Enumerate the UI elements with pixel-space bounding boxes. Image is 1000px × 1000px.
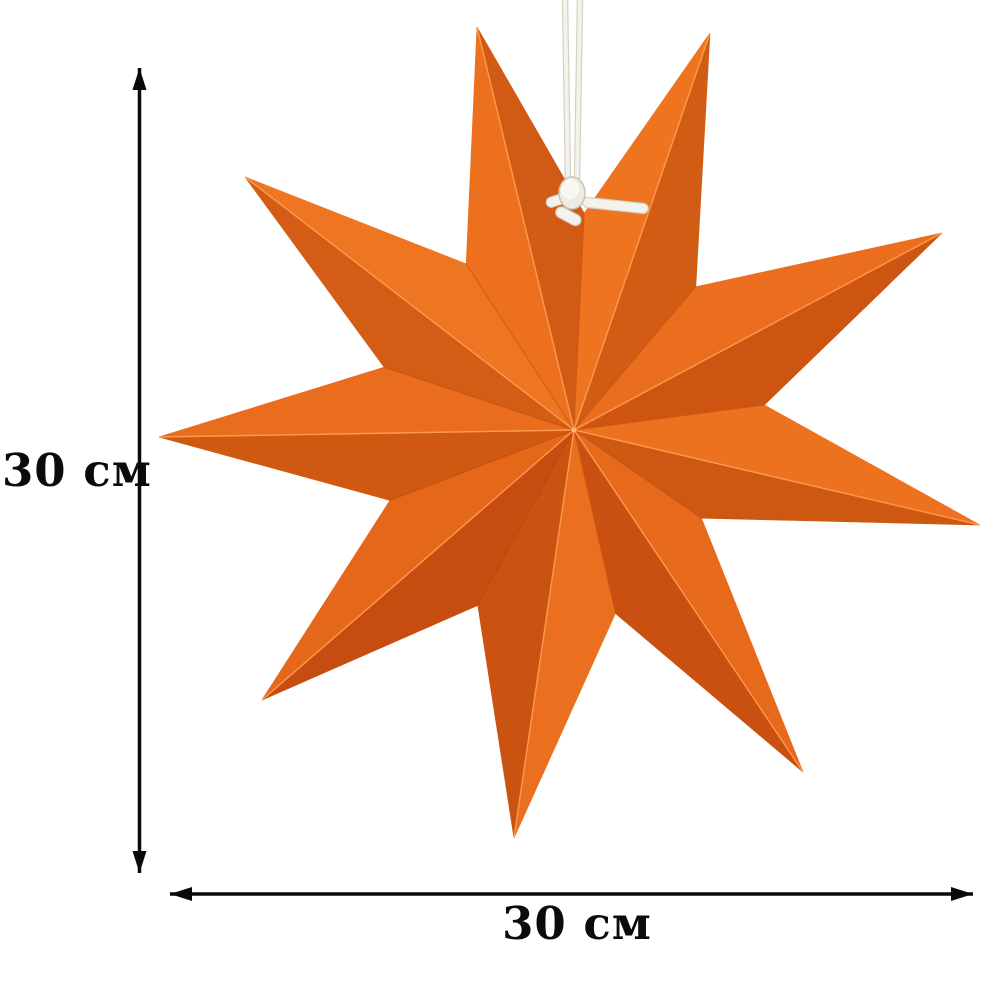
width-dimension-label: 30 см: [502, 897, 652, 950]
hanging-string: [545, 0, 649, 227]
star-shape: [158, 26, 981, 839]
height-dimension-label: 30 см: [2, 444, 152, 497]
string-bead: [561, 179, 579, 199]
